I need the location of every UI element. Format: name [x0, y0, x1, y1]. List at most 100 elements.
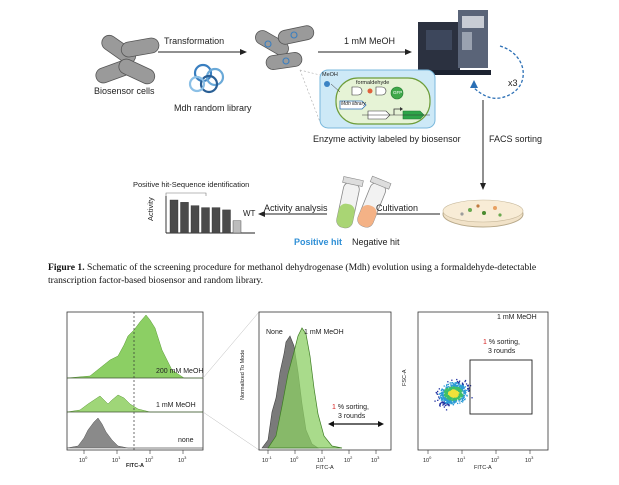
scatter-dot: [442, 397, 445, 399]
scatter-dot: [455, 388, 457, 390]
scatter-dot: [447, 401, 449, 403]
scatter-dot: [453, 386, 455, 388]
scatter-dot: [450, 395, 452, 397]
scatter-dot: [450, 398, 453, 400]
scatter-dot: [439, 403, 441, 405]
transformation-label: Transformation: [164, 36, 225, 46]
middle-xlabel: FITC-A: [316, 465, 334, 471]
scatter-dot: [446, 403, 449, 405]
scatter-dot: [468, 390, 470, 392]
scatter-dot: [439, 404, 441, 406]
scatter-dot: [444, 398, 446, 400]
scatter-dot: [451, 392, 454, 394]
scatter-dot: [453, 387, 455, 389]
scatter-dot: [447, 381, 449, 383]
scatter-dot: [449, 396, 451, 398]
scatter-dot: [450, 392, 452, 394]
scatter-dot: [453, 397, 455, 399]
scatter-dot: [456, 392, 459, 394]
scatter-dot: [445, 392, 447, 394]
scatter-dot: [460, 400, 462, 402]
scatter-dot: [436, 393, 438, 395]
activity-bars: [169, 199, 242, 234]
scatter-dot: [458, 392, 460, 394]
scatter-dot: [444, 404, 447, 407]
scatter-dot: [444, 399, 446, 401]
scatter-dot: [466, 385, 469, 387]
scatter-dot: [453, 402, 455, 404]
facs-sorting-label: FACS sorting: [489, 134, 543, 144]
scatter-dot: [441, 401, 443, 403]
scatter-dot: [461, 389, 464, 391]
scatter-dot: [454, 398, 456, 400]
scatter-dot: [456, 389, 458, 391]
test-tubes-icon: [336, 175, 392, 229]
scatter-dot: [447, 404, 450, 406]
scatter-dot: [444, 401, 447, 404]
scatter-dot: [450, 403, 452, 405]
scatter-dot: [444, 403, 446, 405]
right-sort-pct: 1: [483, 339, 487, 346]
scatter-dot: [450, 396, 453, 398]
scatter-dot: [452, 393, 454, 395]
scatter-dot: [456, 378, 458, 381]
scatter-dot: [457, 388, 459, 390]
scatter-dot: [441, 398, 444, 400]
scatter-dot: [448, 388, 451, 391]
scatter-dot: [459, 395, 461, 397]
left-tick-2: 102: [145, 455, 154, 464]
scatter-dot: [448, 390, 451, 393]
scatter-dot: [452, 382, 454, 384]
scatter-dot: [441, 389, 444, 391]
middle-histogram-panel: [258, 311, 392, 454]
scatter-dot: [462, 399, 464, 401]
right-title: 1 mM MeOH: [497, 314, 537, 321]
activity-bar-6: [232, 220, 242, 234]
scatter-dot: [455, 383, 457, 385]
scatter-dot: [449, 392, 451, 394]
scatter-dot: [459, 395, 461, 398]
scatter-dot: [448, 400, 451, 403]
activity-bar-2: [190, 205, 200, 234]
scatter-dot: [456, 382, 458, 384]
scatter-dot: [446, 404, 448, 406]
scatter-dot: [444, 389, 446, 391]
scatter-dot: [445, 390, 447, 392]
scatter-dot: [457, 383, 459, 385]
scatter-dot: [455, 394, 457, 397]
scatter-dot: [460, 390, 463, 392]
scatter-dot: [451, 395, 453, 397]
scatter-dot: [461, 398, 463, 400]
left-tick-0: 100: [79, 455, 88, 464]
figure-caption: Figure 1. Schematic of the screening pro…: [48, 262, 576, 287]
scatter-dot: [448, 405, 450, 407]
scatter-dot: [455, 401, 457, 403]
scatter-dot: [457, 387, 459, 389]
middle-sort-pct: 1: [332, 404, 336, 411]
scatter-dot: [456, 387, 458, 389]
scatter-dot: [454, 399, 456, 401]
activity-bar-4: [211, 207, 221, 234]
scatter-dot: [464, 380, 466, 383]
scatter-dot: [448, 403, 450, 405]
scatter-dot: [464, 379, 467, 382]
scatter-dot: [447, 383, 450, 386]
positive-hit-label: Positive hit: [294, 237, 343, 247]
scatter-dot: [444, 397, 447, 399]
scatter-dot: [462, 393, 464, 396]
scatter-dot: [439, 397, 441, 399]
scatter-dot: [453, 391, 456, 393]
scatter-dot: [455, 390, 457, 392]
scatter-dot: [456, 398, 458, 400]
middle-sort-text: % sorting,: [337, 404, 369, 411]
activity-bar-3: [201, 207, 210, 234]
left-tick-1: 101: [112, 455, 121, 464]
activity-analysis-label: Activity analysis: [264, 203, 328, 213]
right-dotplot-panel: [417, 311, 549, 454]
wt-label: WT: [243, 209, 256, 218]
scatter-dot: [461, 395, 464, 397]
scatter-dot: [446, 400, 448, 402]
scatter-dot: [447, 387, 449, 390]
scatter-dot: [446, 383, 448, 386]
